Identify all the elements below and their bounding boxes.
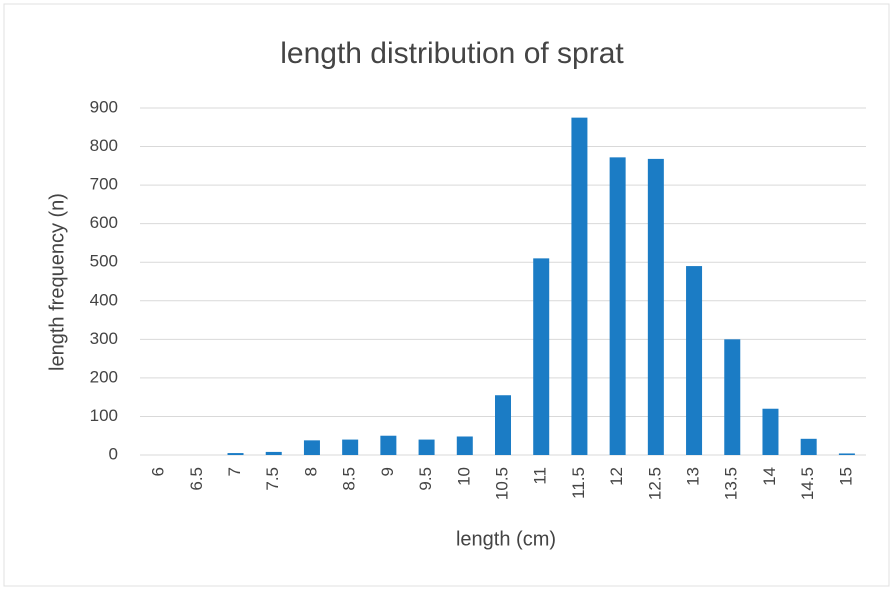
- x-tick-label: 6: [149, 467, 168, 476]
- chart-title: length distribution of sprat: [280, 37, 624, 70]
- bar: [418, 439, 435, 455]
- x-tick-label: 13.5: [722, 467, 741, 500]
- x-tick-label: 6.5: [187, 467, 206, 491]
- x-tick-label: 12: [607, 467, 626, 486]
- y-tick-label: 0: [109, 444, 118, 463]
- x-tick-label: 13: [684, 467, 703, 486]
- bar: [686, 266, 703, 455]
- bar: [533, 258, 550, 455]
- x-tick-label: 14.5: [798, 467, 817, 500]
- bar: [724, 339, 741, 455]
- x-tick-label: 9: [378, 467, 397, 476]
- y-tick-label: 300: [90, 329, 118, 348]
- bar: [495, 395, 511, 455]
- x-axis-label: length (cm): [456, 528, 556, 550]
- x-tick-label: 8: [301, 467, 320, 476]
- x-tick-label: 8.5: [340, 467, 359, 491]
- x-tick-label: 10.5: [492, 467, 511, 500]
- bar: [609, 157, 626, 455]
- x-tick-label: 7.5: [263, 467, 282, 491]
- bar: [227, 453, 244, 455]
- y-tick-label: 500: [90, 252, 118, 271]
- y-tick-label: 100: [90, 406, 118, 425]
- bar: [456, 436, 473, 455]
- x-tick-label: 12.5: [645, 467, 664, 500]
- chart-border: [3, 3, 890, 587]
- x-tick-label: 15: [836, 467, 855, 486]
- x-tick-label: 7: [225, 467, 244, 476]
- y-axis-label: length frequency (n): [46, 193, 68, 371]
- bar: [647, 158, 664, 456]
- bar: [380, 435, 397, 455]
- bar: [571, 117, 588, 455]
- y-tick-label: 600: [90, 213, 118, 232]
- x-tick-label: 14: [760, 467, 779, 486]
- y-tick-label: 400: [90, 290, 118, 309]
- bar: [800, 438, 817, 455]
- y-tick-label: 700: [90, 175, 118, 194]
- y-tick-label: 200: [90, 367, 118, 386]
- bar: [265, 451, 282, 455]
- x-tick-label: 9.5: [416, 467, 435, 491]
- y-tick-label: 800: [90, 136, 118, 155]
- x-tick-label: 10: [454, 467, 473, 486]
- y-tick-label: 900: [90, 97, 118, 116]
- bar: [303, 440, 320, 455]
- x-tick-label: 11.5: [569, 467, 588, 499]
- bar: [342, 439, 359, 455]
- bar: [838, 453, 855, 455]
- bar: [762, 408, 779, 455]
- x-tick-label: 11: [531, 467, 550, 485]
